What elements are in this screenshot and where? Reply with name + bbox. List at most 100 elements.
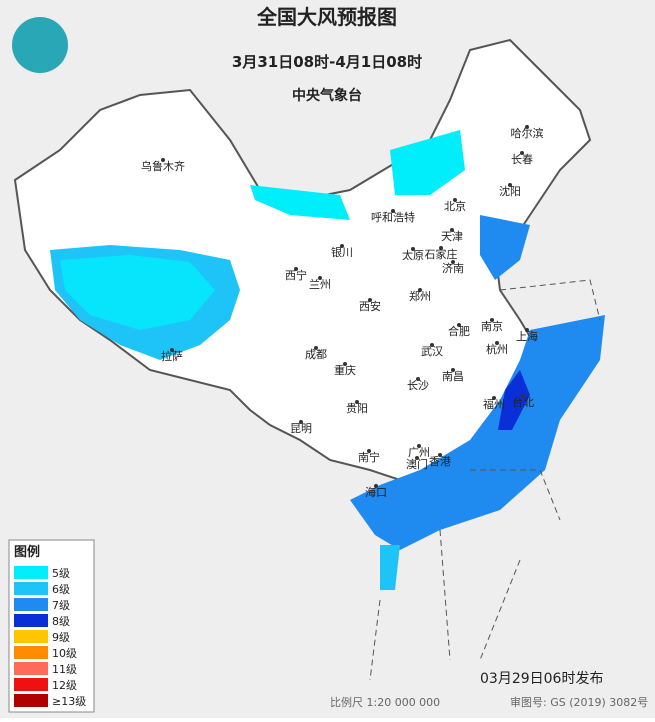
city-label: 天津	[441, 230, 463, 243]
city-dot	[391, 209, 395, 213]
city-label: 海口	[365, 485, 387, 499]
city-label: 济南	[442, 261, 464, 275]
city-dot	[490, 318, 494, 322]
wind-area-7	[350, 315, 605, 550]
city-dot	[525, 328, 529, 332]
logo	[12, 17, 68, 73]
city-label: 成都	[305, 348, 327, 361]
city-label: 乌鲁木齐	[141, 159, 185, 173]
city-label: 石家庄	[425, 247, 458, 261]
city-label: 哈尔滨	[511, 126, 544, 140]
legend-swatch	[14, 646, 48, 659]
wind-area-5	[60, 255, 215, 330]
city-dot	[299, 420, 303, 424]
city-label: 长沙	[407, 379, 429, 392]
wind-area-8	[498, 370, 530, 430]
wind-areas	[50, 130, 605, 590]
title: 全国大风预报图	[256, 5, 397, 29]
wind-area-6	[380, 545, 400, 590]
city-dot	[343, 362, 347, 366]
legend-label: 9级	[52, 631, 70, 644]
city-label: 太原	[402, 249, 424, 262]
legend-swatch	[14, 662, 48, 675]
city-label: 重庆	[334, 363, 356, 377]
legend-title: 图例	[14, 544, 40, 560]
scale: 比例尺 1:20 000 000	[330, 695, 440, 709]
city-label: 南宁	[358, 450, 380, 464]
boundary-lines	[369, 279, 601, 681]
city-dot	[318, 276, 322, 280]
city-label: 澳门	[406, 457, 428, 471]
city-label: 杭州	[486, 342, 508, 356]
legend-label: 8级	[52, 615, 70, 628]
approval: 审图号: GS (2019) 3082号	[510, 695, 648, 709]
legend-label: 6级	[52, 583, 70, 596]
city-label: 香港	[429, 455, 451, 468]
city-dot	[492, 396, 496, 400]
city-label: 昆明	[290, 422, 312, 435]
city-dot	[415, 456, 419, 460]
city-label: 福州	[483, 397, 505, 411]
legend-label: 11级	[52, 663, 77, 676]
city-dot	[520, 151, 524, 155]
city-dot	[430, 343, 434, 347]
legend-swatch	[14, 614, 48, 627]
city-dot	[451, 260, 455, 264]
city-label: 上海	[516, 329, 538, 343]
city-label: 沈阳	[499, 184, 521, 198]
city-dot	[170, 348, 174, 352]
wind-area-5	[390, 130, 465, 195]
city-dot	[417, 444, 421, 448]
city-dot	[418, 288, 422, 292]
city-label: 合肥	[448, 324, 470, 338]
city-dot	[453, 198, 457, 202]
city-label: 北京	[444, 199, 466, 213]
city-label: 银川	[331, 245, 353, 259]
city-dot	[368, 298, 372, 302]
period: 3月31日08时-4月1日08时	[232, 53, 422, 71]
legend-swatch	[14, 678, 48, 691]
legend-swatch	[14, 630, 48, 643]
city-dot	[450, 228, 454, 232]
city-label: 拉萨	[161, 349, 183, 363]
city-dot	[525, 125, 529, 129]
city-dot	[411, 247, 415, 251]
legend-label: 12级	[52, 679, 77, 692]
city-label: 广州	[408, 446, 430, 459]
wind-area-5	[250, 185, 350, 220]
city-dot	[374, 484, 378, 488]
city-dot	[495, 341, 499, 345]
city-label: 郑州	[409, 289, 431, 303]
city-dot	[416, 377, 420, 381]
agency: 中央气象台	[292, 87, 362, 104]
legend-swatch	[14, 598, 48, 611]
legend-swatch	[14, 566, 48, 579]
city-label: 南京	[481, 319, 503, 333]
city-label: 呼和浩特	[371, 210, 415, 224]
legend-label: 10级	[52, 647, 77, 660]
city-label: 长春	[511, 153, 533, 166]
city-dot	[521, 394, 525, 398]
city-dot	[340, 244, 344, 248]
city-label: 西宁	[285, 268, 307, 282]
city-dot	[439, 246, 443, 250]
city-dot	[508, 183, 512, 187]
city-dot	[438, 453, 442, 457]
city-label: 贵阳	[346, 402, 368, 415]
legend-swatch	[14, 582, 48, 595]
legend-items: 5级 6级 7级 8级 9级 10级 11级 12级 ≥13级	[14, 566, 86, 708]
city-dot	[314, 346, 318, 350]
wind-area-7	[480, 215, 530, 280]
city-dot	[355, 400, 359, 404]
city-dot	[451, 368, 455, 372]
city-dot	[367, 449, 371, 453]
legend-label: 5级	[52, 567, 70, 580]
city-dot	[294, 267, 298, 271]
issued: 03月29日06时发布	[480, 671, 603, 687]
city-label: 南昌	[442, 370, 464, 383]
city-label: 兰州	[309, 278, 331, 291]
legend-swatch	[14, 694, 48, 707]
city-dot	[457, 323, 461, 327]
